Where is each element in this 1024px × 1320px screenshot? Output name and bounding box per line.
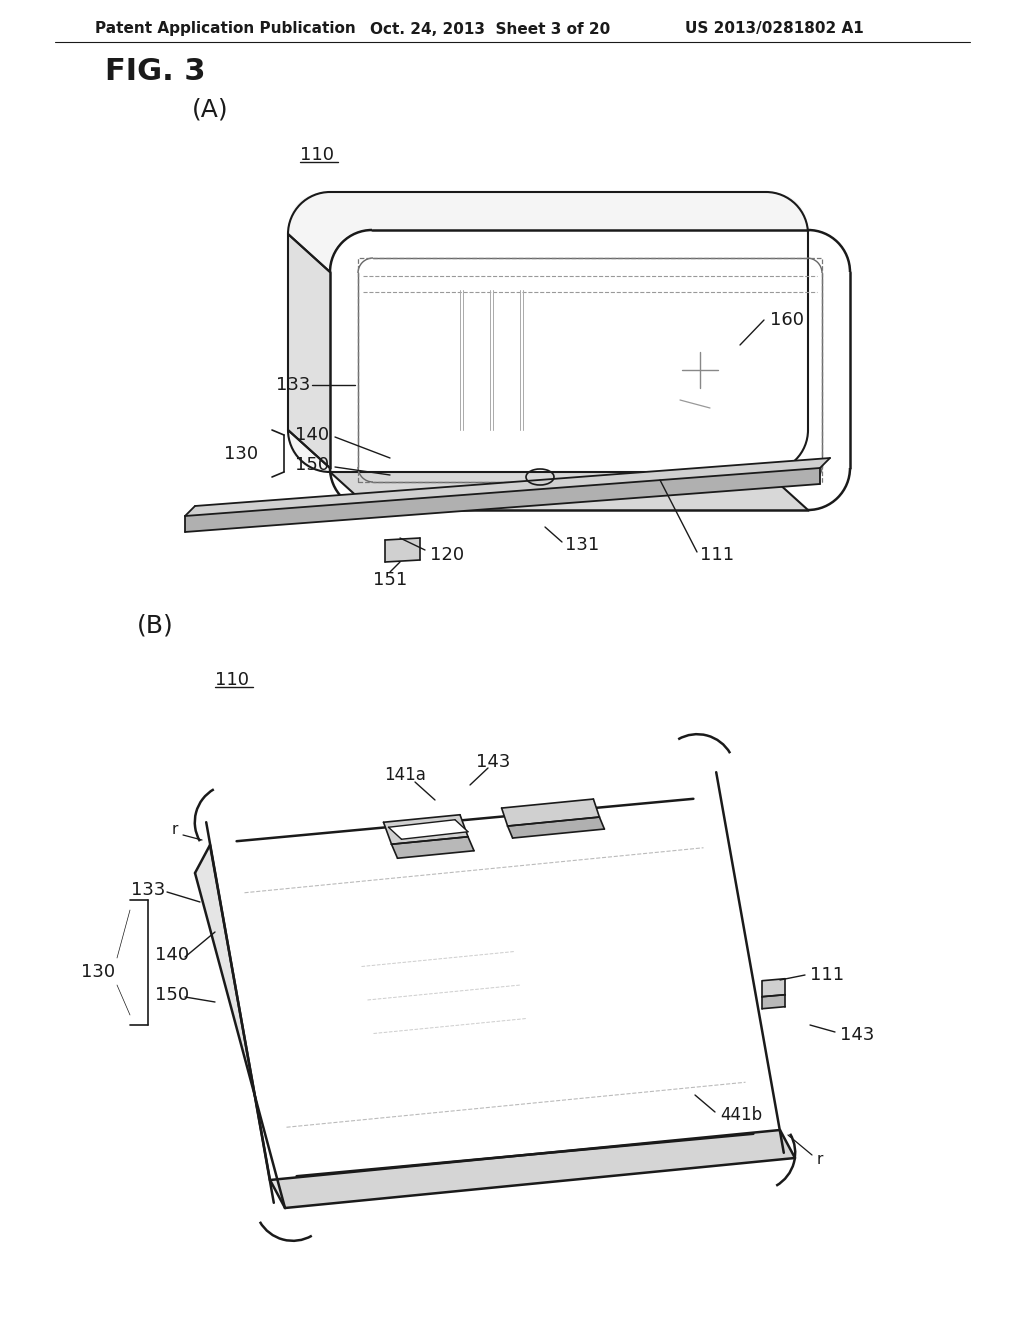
Polygon shape — [385, 539, 420, 562]
Polygon shape — [762, 995, 785, 1008]
Text: 143: 143 — [840, 1026, 874, 1044]
Polygon shape — [185, 458, 830, 516]
Text: 150: 150 — [155, 986, 189, 1005]
Text: 111: 111 — [810, 966, 844, 983]
Text: 143: 143 — [476, 752, 510, 771]
Text: FIG. 3: FIG. 3 — [105, 58, 206, 87]
Polygon shape — [330, 473, 808, 510]
Text: (A): (A) — [191, 98, 228, 121]
Polygon shape — [391, 837, 474, 858]
Text: 441b: 441b — [720, 1106, 762, 1125]
Polygon shape — [762, 978, 785, 997]
Text: 133: 133 — [131, 880, 165, 899]
Text: Patent Application Publication: Patent Application Publication — [95, 21, 355, 37]
Text: 111: 111 — [700, 546, 734, 564]
Text: r: r — [817, 1152, 823, 1167]
Polygon shape — [502, 799, 599, 826]
Polygon shape — [210, 795, 780, 1180]
Text: 140: 140 — [155, 946, 189, 964]
Text: 130: 130 — [224, 445, 258, 463]
Text: (B): (B) — [136, 612, 173, 638]
Polygon shape — [195, 845, 285, 1208]
Text: 110: 110 — [300, 147, 334, 164]
Polygon shape — [288, 234, 330, 469]
Polygon shape — [270, 1130, 795, 1208]
Text: 160: 160 — [770, 312, 804, 329]
Text: 140: 140 — [295, 426, 329, 444]
Polygon shape — [388, 820, 468, 840]
FancyBboxPatch shape — [288, 191, 808, 473]
Polygon shape — [288, 234, 330, 469]
Polygon shape — [185, 469, 820, 532]
Text: 120: 120 — [430, 546, 464, 564]
Polygon shape — [330, 473, 808, 510]
Text: 151: 151 — [373, 572, 408, 589]
Text: 133: 133 — [275, 376, 310, 393]
Polygon shape — [384, 814, 468, 845]
FancyBboxPatch shape — [330, 230, 850, 510]
Text: 130: 130 — [81, 964, 115, 981]
Text: 110: 110 — [215, 671, 249, 689]
Text: 131: 131 — [565, 536, 599, 554]
Text: r: r — [172, 822, 178, 837]
Text: 141a: 141a — [384, 766, 426, 784]
Polygon shape — [508, 817, 604, 838]
Text: US 2013/0281802 A1: US 2013/0281802 A1 — [685, 21, 864, 37]
Text: Oct. 24, 2013  Sheet 3 of 20: Oct. 24, 2013 Sheet 3 of 20 — [370, 21, 610, 37]
Text: 150: 150 — [295, 455, 329, 474]
